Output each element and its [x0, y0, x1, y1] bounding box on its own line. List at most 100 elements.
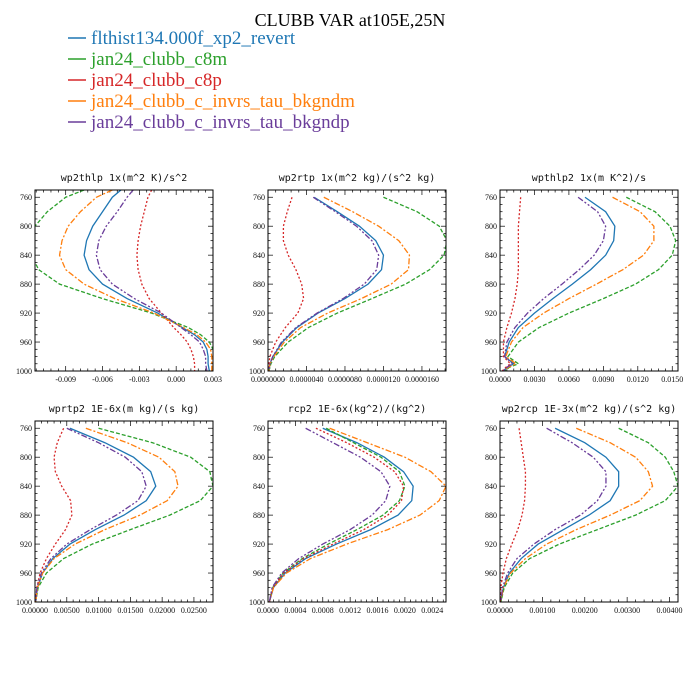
- series-group: [501, 196, 677, 371]
- x-tick-label: 0.0016: [367, 606, 389, 615]
- series-group: [500, 427, 678, 602]
- x-tick-label: -0.009: [55, 375, 76, 384]
- x-tick-label: 0.000: [167, 375, 185, 384]
- y-tick-label: 1000: [16, 367, 32, 376]
- y-tick-label: 960: [485, 569, 497, 578]
- panel-title: wp2thlp 1x(m^2 K)/s^2: [61, 173, 187, 184]
- legend-entry: flthist134.000f_xp2_revert: [68, 28, 296, 49]
- y-tick-label: 920: [485, 309, 497, 318]
- series-line: [501, 197, 522, 371]
- x-tick-label: 0.0020: [394, 606, 416, 615]
- series-line: [503, 196, 655, 371]
- chart-panel: rcp2 1E-6x(kg^2)/(kg^2) 760 800 840 880 920 96…: [249, 404, 447, 615]
- y-tick-label: 880: [253, 280, 265, 289]
- panel-title: wprtp2 1E-6x(m kg)/(s kg): [49, 404, 200, 415]
- series-group: [268, 427, 446, 602]
- series-line: [504, 196, 677, 371]
- y-tick-label: 760: [485, 424, 497, 433]
- x-tick-label: 0.0000120: [366, 375, 400, 384]
- series-line: [502, 196, 607, 371]
- y-tick-label: 920: [20, 540, 32, 549]
- x-tick-label: 0.00100: [529, 606, 555, 615]
- series-line: [35, 427, 73, 602]
- y-tick-label: 880: [485, 280, 497, 289]
- series-line: [500, 427, 654, 602]
- series-line: [95, 190, 208, 371]
- series-line: [268, 196, 411, 371]
- series-line: [268, 427, 391, 602]
- y-tick-label: 960: [253, 338, 265, 347]
- x-tick-label: 0.0008: [312, 606, 334, 615]
- series-group: [268, 196, 446, 371]
- panel-frame: [267, 189, 447, 372]
- y-tick-label: 800: [485, 453, 497, 462]
- series-line: [268, 197, 305, 371]
- x-tick-label: 0.00000: [487, 606, 513, 615]
- series-line: [35, 427, 213, 602]
- y-tick-label: 920: [253, 309, 265, 318]
- series-group: [35, 190, 213, 371]
- chart-panel: wpthlp2 1x(m K^2)/s 760 800 840 880 920 960 100…: [481, 173, 683, 384]
- y-tick-label: 960: [485, 338, 497, 347]
- panel-frame: [267, 420, 447, 603]
- x-tick-label: 0.0000040: [289, 375, 323, 384]
- x-tick-label: 0.00200: [572, 606, 598, 615]
- y-tick-label: 880: [20, 280, 32, 289]
- series-line: [268, 427, 414, 602]
- y-tick-label: 800: [20, 222, 32, 231]
- y-tick-label: 800: [485, 222, 497, 231]
- y-tick-label: 840: [20, 482, 32, 491]
- chart-panel: wp2thlp 1x(m^2 K)/s^2 760 800 840 880 920 960 1…: [16, 173, 222, 384]
- y-tick-label: 960: [20, 569, 32, 578]
- legend-entry: jan24_clubb_c_invrs_tau_bkgndp: [68, 112, 350, 133]
- y-tick-label: 1000: [481, 367, 497, 376]
- y-tick-label: 920: [485, 540, 497, 549]
- x-tick-label: 0.00400: [657, 606, 683, 615]
- panel-frame: [34, 420, 214, 603]
- y-tick-label: 840: [253, 482, 265, 491]
- panel-title: wp2rcp 1E-3x(m^2 kg)/(s^2 kg): [502, 404, 677, 415]
- y-tick-label: 1000: [249, 598, 265, 607]
- x-tick-label: 0.0000160: [405, 375, 439, 384]
- y-tick-label: 760: [485, 193, 497, 202]
- legend-entry: jan24_clubb_c_invrs_tau_bkgndm: [68, 91, 355, 112]
- legend-label: flthist134.000f_xp2_revert: [91, 28, 296, 49]
- y-tick-label: 1000: [481, 598, 497, 607]
- x-tick-label: 0.00500: [54, 606, 80, 615]
- series-line: [500, 427, 620, 602]
- legend-label: jan24_clubb_c_invrs_tau_bkgndm: [90, 91, 355, 112]
- y-tick-label: 760: [253, 193, 265, 202]
- x-tick-label: 0.0030: [523, 375, 545, 384]
- y-tick-label: 1000: [249, 367, 265, 376]
- y-tick-label: 920: [253, 540, 265, 549]
- x-tick-label: 0.00300: [614, 606, 640, 615]
- y-tick-label: 840: [253, 251, 265, 260]
- series-line: [500, 427, 678, 602]
- x-tick-label: 0.0012: [339, 606, 361, 615]
- y-tick-label: 800: [253, 222, 265, 231]
- y-tick-label: 840: [20, 251, 32, 260]
- y-tick-label: 1000: [16, 598, 32, 607]
- x-tick-label: -0.006: [92, 375, 113, 384]
- panel-title: rcp2 1E-6x(kg^2)/(kg^2): [288, 404, 426, 415]
- x-tick-label: 0.0000080: [328, 375, 362, 384]
- panel-frame: [499, 420, 679, 603]
- y-tick-label: 760: [20, 424, 32, 433]
- y-tick-label: 800: [253, 453, 265, 462]
- panel-frame: [499, 189, 679, 372]
- x-tick-label: 0.01500: [117, 606, 143, 615]
- series-line: [500, 428, 527, 602]
- series-line: [268, 196, 446, 371]
- x-tick-label: 0.0000: [257, 606, 279, 615]
- x-tick-label: 0.0000: [489, 375, 511, 384]
- y-tick-label: 880: [253, 511, 265, 520]
- x-tick-label: 0.0000000: [251, 375, 285, 384]
- series-line: [502, 196, 616, 371]
- series-line: [83, 190, 210, 371]
- x-tick-label: 0.0120: [627, 375, 649, 384]
- x-tick-label: 0.01000: [86, 606, 112, 615]
- x-tick-label: 0.0090: [592, 375, 614, 384]
- legend-label: jan24_clubb_c8p: [90, 70, 222, 91]
- legend-label: jan24_clubb_c_invrs_tau_bkgndp: [90, 112, 350, 133]
- x-tick-label: 0.02000: [149, 606, 175, 615]
